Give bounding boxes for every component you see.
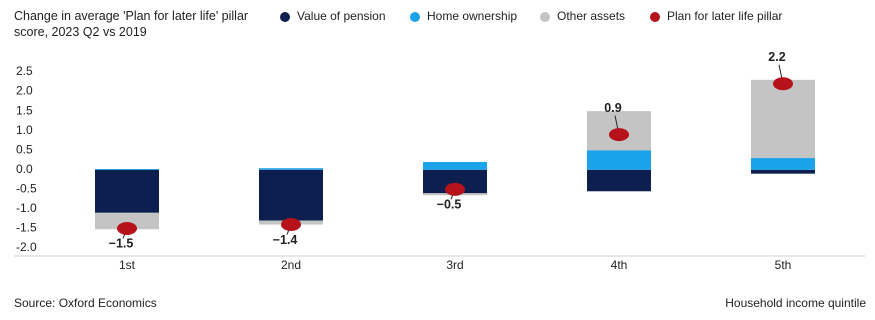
y-tick-label: 1.0: [16, 123, 33, 137]
x-tick-label: 3rd: [446, 258, 463, 272]
data-label: −1.5: [109, 237, 134, 251]
legend-label: Home ownership: [427, 9, 517, 23]
y-tick-label: 2.5: [16, 64, 33, 78]
y-tick-label: -1.5: [16, 221, 37, 235]
legend-marker: [410, 12, 420, 22]
bar-segment: [95, 168, 159, 170]
dot: [281, 218, 301, 232]
dot: [117, 221, 137, 235]
data-label: −1.4: [273, 233, 298, 247]
x-tick-label: 1st: [119, 258, 136, 272]
x-tick-label: 5th: [775, 258, 792, 272]
x-tick-label: 2nd: [281, 258, 301, 272]
bar-segment: [751, 158, 815, 170]
y-tick-label: -0.5: [16, 182, 37, 196]
bar-segment: [587, 169, 651, 192]
legend-marker: [280, 12, 290, 22]
legend-label: Plan for later life pillar: [667, 9, 782, 23]
legend-label: Value of pension: [297, 9, 386, 23]
legend-marker: [540, 12, 550, 22]
y-tick-label: 0.0: [16, 162, 33, 176]
bar-segment: [95, 212, 159, 230]
source: Source: Oxford Economics: [14, 296, 157, 310]
bar-segment: [259, 169, 323, 221]
bar-segment: [587, 150, 651, 170]
bar-segment: [751, 79, 815, 159]
bar-segment: [751, 169, 815, 174]
dot: [445, 182, 465, 196]
y-tick-label: 1.5: [16, 103, 33, 117]
chart-title: Change in average 'Plan for later life' …: [14, 9, 249, 39]
data-label: −0.5: [437, 198, 462, 212]
y-tick-label: -1.0: [16, 201, 37, 215]
bar-segment: [259, 168, 323, 170]
y-tick-label: 2.0: [16, 84, 33, 98]
y-tick-label: -2.0: [16, 240, 37, 254]
bar-segment: [423, 161, 487, 170]
legend-label: Other assets: [557, 9, 625, 23]
bar-segment: [423, 169, 487, 194]
data-label: 0.9: [604, 101, 621, 115]
x-axis-label: Household income quintile: [725, 296, 866, 310]
legend-marker: [650, 12, 660, 22]
dot: [609, 128, 629, 142]
data-label: 2.2: [768, 50, 785, 64]
dot: [773, 77, 793, 91]
y-tick-label: 0.5: [16, 142, 33, 156]
bar-segment: [95, 169, 159, 213]
x-tick-label: 4th: [611, 258, 628, 272]
